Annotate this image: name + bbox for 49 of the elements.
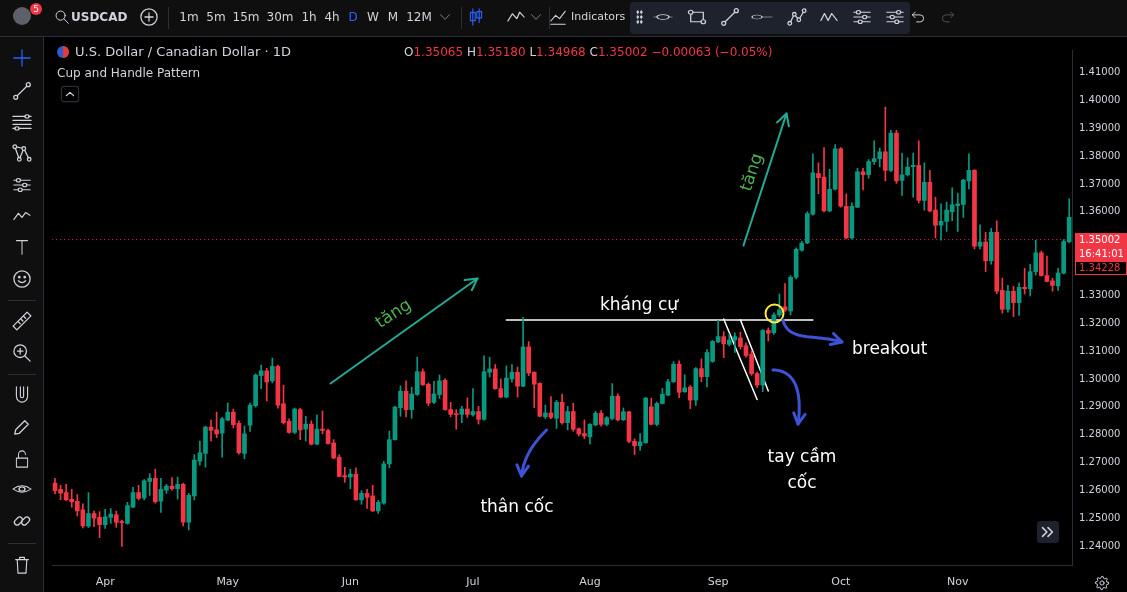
text: W: [367, 9, 379, 25]
text: 1m: [179, 9, 199, 25]
text: 1h: [301, 9, 317, 25]
text: 5m: [206, 9, 226, 25]
y-tick-label: 1.38000: [1079, 149, 1121, 161]
y-tick-label: 1.26000: [1079, 483, 1121, 495]
annotation: kháng cự: [599, 293, 679, 315]
y-tick-label: 1.27000: [1079, 456, 1121, 468]
annotation: tăng: [735, 150, 767, 194]
text: M: [387, 9, 399, 25]
annotation: breakout: [852, 337, 928, 359]
y-tick-label: 1.29000: [1079, 400, 1121, 412]
x-tick-label: May: [216, 575, 240, 589]
ref-line-label: 1.35002: [1075, 232, 1127, 247]
y-tick-label: 1.28000: [1079, 428, 1121, 440]
chart-title: U.S. Dollar / Canadian Dollar · 1D: [75, 44, 291, 60]
y-tick-label: 1.25000: [1079, 511, 1121, 523]
text: Cup and Handle Pattern: [57, 66, 201, 81]
x-tick-label: Oct: [831, 575, 851, 589]
y-tick-label: 1.24000: [1079, 539, 1121, 551]
y-tick-label: 1.32000: [1079, 316, 1121, 328]
annotation: tay cầm cốc: [766, 444, 838, 493]
y-tick-label: 1.41000: [1079, 66, 1121, 78]
x-tick-label: Apr: [95, 575, 116, 589]
x-tick-label: Aug: [579, 575, 601, 589]
y-tick-label: 1.39000: [1079, 121, 1121, 133]
x-tick-label: Jun: [340, 575, 359, 589]
text: O1.35065 H1.35180 L1.34968 C1.35002 −0.00063 (−0.05%): [404, 45, 773, 59]
y-tick-label: 1.40000: [1079, 94, 1121, 106]
text: 12M: [406, 9, 432, 25]
y-tick-label: 1.37000: [1079, 177, 1121, 189]
x-tick-label: Nov: [947, 575, 969, 589]
x-tick-label: Jul: [465, 575, 480, 589]
annotation: thân cốc: [480, 495, 554, 517]
text: Indicators: [571, 10, 626, 24]
y-tick-label: 1.31000: [1079, 344, 1121, 356]
y-tick-label: 1.30000: [1079, 372, 1121, 384]
text: 5: [30, 3, 42, 15]
text: 30m: [266, 9, 294, 25]
x-tick-label: Sep: [707, 575, 729, 589]
text: 1.34228: [1075, 260, 1127, 275]
text: 15m: [232, 9, 260, 25]
text: USDCAD: [71, 9, 128, 25]
text: 16:41:01: [1075, 246, 1127, 261]
y-tick-label: 1.33000: [1079, 288, 1121, 300]
text: D: [348, 9, 358, 25]
annotation: tăng: [371, 293, 415, 333]
y-tick-label: 1.36000: [1079, 205, 1121, 217]
text: 4h: [324, 9, 340, 25]
